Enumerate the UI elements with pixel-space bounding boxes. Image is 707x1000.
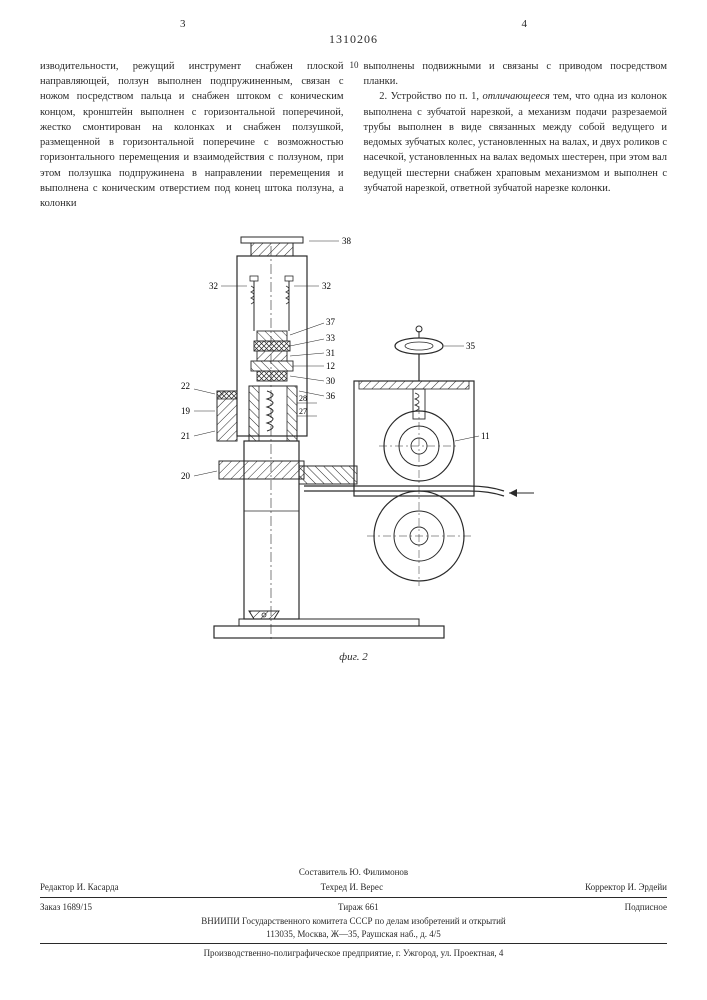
svg-text:22: 22 <box>181 381 190 391</box>
svg-text:35: 35 <box>466 341 476 351</box>
print-line: Производственно-полиграфическое предприя… <box>40 947 667 960</box>
svg-text:19: 19 <box>181 406 191 416</box>
svg-text:27: 27 <box>299 407 307 416</box>
doc-number: 1310206 <box>40 32 667 47</box>
credits-line: Редактор И. Касарда Техред И. Верес Корр… <box>40 881 667 894</box>
rule-1 <box>40 897 667 898</box>
svg-text:12: 12 <box>326 361 335 371</box>
mechanical-drawing: 38 32 32 37 33 31 12 30 22 19 <box>139 231 569 661</box>
right-column: 10 выполнены подвижными и связаны с прив… <box>364 59 668 211</box>
rod-right <box>285 276 293 331</box>
svg-text:11: 11 <box>481 431 490 441</box>
svg-text:30: 30 <box>326 376 336 386</box>
svg-text:31: 31 <box>326 348 335 358</box>
page-numbers: 3 4 <box>40 18 667 30</box>
figure-2: 38 32 32 37 33 31 12 30 22 19 <box>139 231 569 661</box>
svg-text:37: 37 <box>326 317 336 327</box>
svg-text:20: 20 <box>181 471 191 481</box>
rule-2 <box>40 943 667 944</box>
order-line: Заказ 1689/15 Тираж 661 Подписное <box>40 901 667 914</box>
left-column: изводительности, режущий инструмент снаб… <box>40 59 344 211</box>
left-col-paragraph: изводительности, режущий инструмент снаб… <box>40 59 344 211</box>
rod-left <box>250 276 258 331</box>
svg-text:21: 21 <box>181 431 190 441</box>
right-col-p2: 2. Устройство по п. 1, отличающееся тем,… <box>364 89 668 196</box>
handwheel <box>395 326 443 381</box>
line-number-mark: 10 <box>350 59 359 72</box>
svg-text:36: 36 <box>326 391 336 401</box>
imprint-footer: Составитель Ю. Филимонов Редактор И. Кас… <box>40 866 667 960</box>
right-col-p1: выполнены подвижными и связаны с приво­д… <box>364 59 668 89</box>
text-columns: изводительности, режущий инструмент снаб… <box>40 59 667 211</box>
page-num-right: 4 <box>522 18 528 30</box>
figure-label: фиг. 2 <box>339 651 367 663</box>
org-line: ВНИИПИ Государственного комитета СССР по… <box>40 915 667 928</box>
callout-32-r: 32 <box>322 281 331 291</box>
svg-text:33: 33 <box>326 333 336 343</box>
addr-line: 113035, Москва, Ж—35, Раушская наб., д. … <box>40 928 667 941</box>
page-num-left: 3 <box>180 18 186 30</box>
compiler-line: Составитель Ю. Филимонов <box>40 866 667 879</box>
callout-38: 38 <box>342 236 352 246</box>
callout-32-l: 32 <box>209 281 218 291</box>
svg-text:28: 28 <box>299 394 307 403</box>
